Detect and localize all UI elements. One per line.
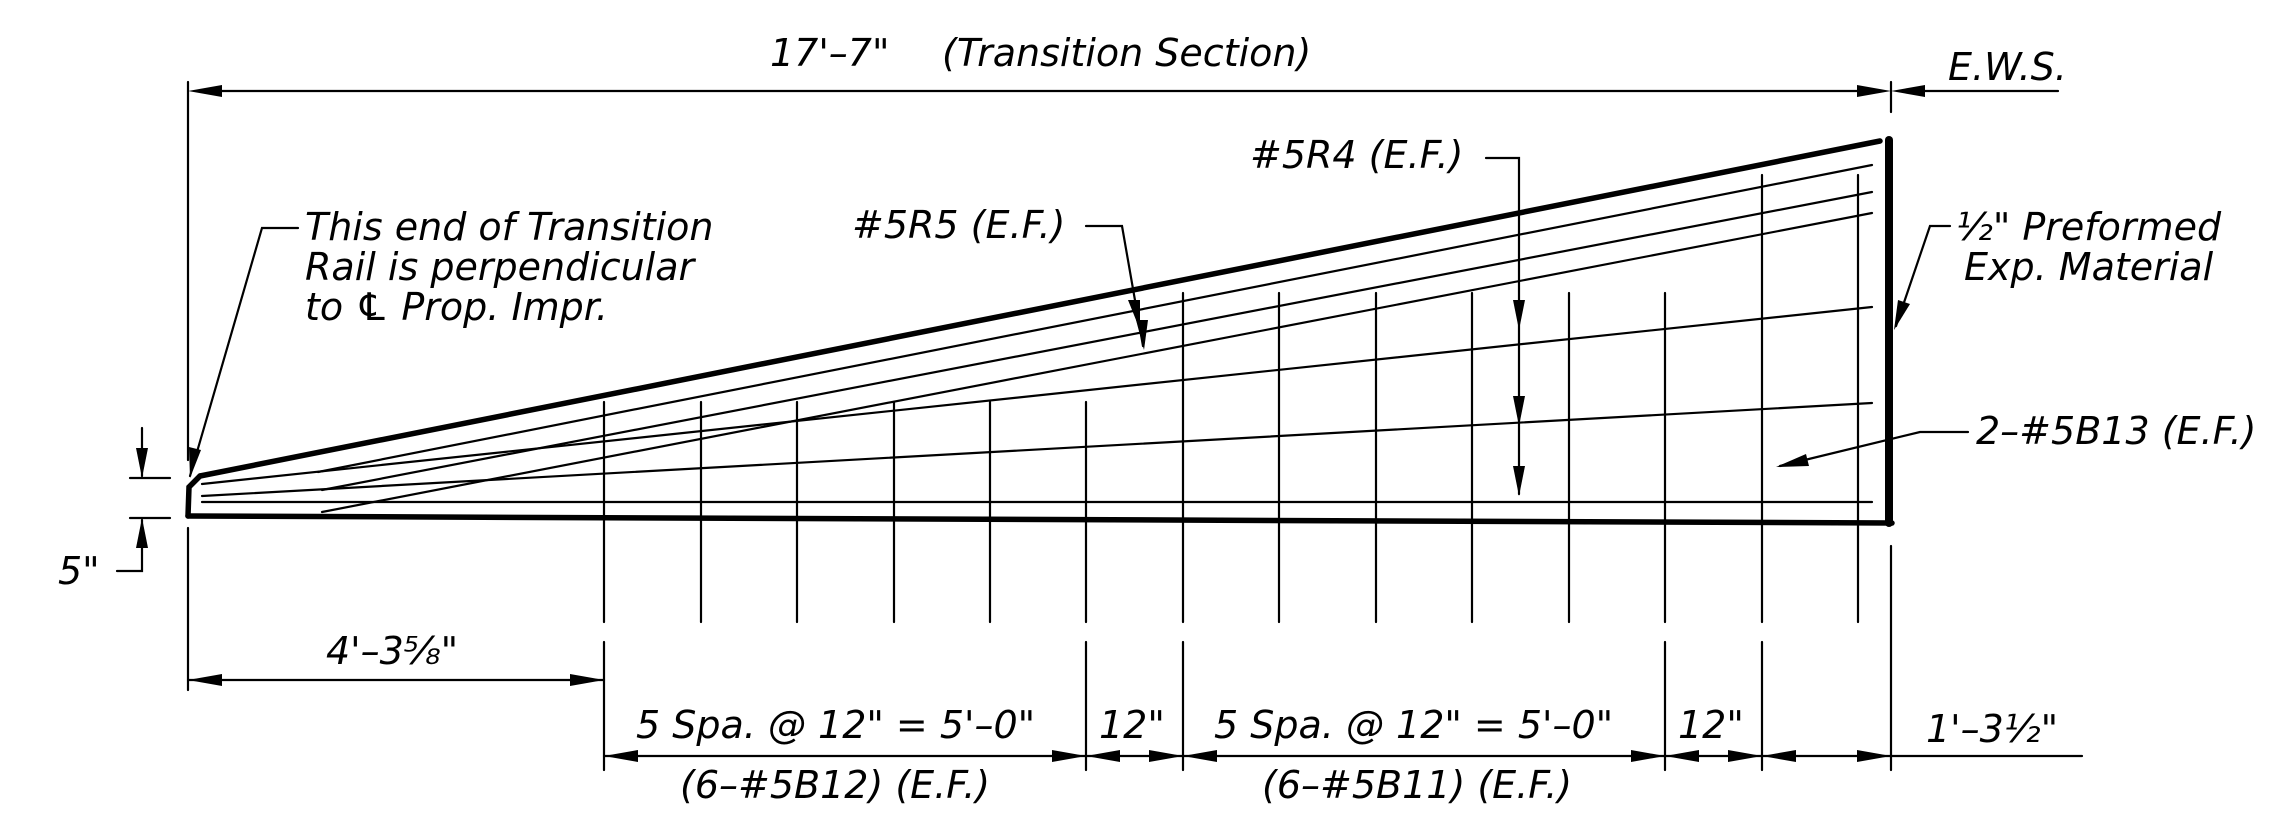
arrowhead-left	[188, 85, 222, 97]
r4-arrowhead-upper	[1513, 300, 1525, 330]
b13-arrowhead	[1776, 454, 1809, 467]
arrowhead	[1149, 750, 1183, 762]
b13-label: 2–#5B13 (E.F.)	[1976, 409, 2256, 453]
joint-note-leader	[1894, 224, 1952, 328]
end-note-leader	[188, 226, 300, 478]
gap-2-label: 12"	[1678, 703, 1744, 747]
arrowhead	[1631, 750, 1665, 762]
joint-note: ½" Preformed Exp. Material	[1894, 205, 2222, 330]
ews-arrowhead	[1891, 85, 1925, 97]
end-note-line-3: to ℄ Prop. Impr.	[305, 285, 608, 329]
left-offset-label: 4'–3⁵⁄₈"	[326, 629, 458, 673]
vertical-bars	[602, 173, 1860, 624]
arrowhead	[604, 750, 638, 762]
section-name-label: (Transition Section)	[942, 31, 1311, 75]
arrowhead	[1086, 750, 1120, 762]
arrowhead	[1857, 750, 1891, 762]
r5-arrowhead-lower	[1136, 320, 1148, 350]
arrowhead	[570, 674, 604, 686]
r5-callout: #5R5 (E.F.)	[852, 203, 1148, 350]
joint-note-line-1: ½" Preformed	[1956, 205, 2222, 249]
bar-r5-lower	[320, 211, 1874, 514]
ews-callout: E.W.S.	[1889, 45, 2067, 114]
end-height-dimension: 5"	[58, 426, 172, 593]
arrowhead	[1052, 750, 1086, 762]
bar-r4-top	[316, 163, 1874, 474]
bar-r4-lower	[200, 305, 1874, 486]
r5-label: #5R5 (E.F.)	[852, 203, 1065, 247]
spacing-2-label: 5 Spa. @ 12" = 5'–0"	[1214, 703, 1613, 747]
rail-left-end	[185, 473, 203, 519]
end-note: This end of Transition Rail is perpendic…	[188, 205, 714, 478]
end-note-arrowhead	[189, 447, 201, 478]
r4-label: #5R4 (E.F.)	[1250, 133, 1463, 177]
ews-label: E.W.S.	[1948, 45, 2067, 89]
rail-top-edge	[197, 138, 1883, 479]
bottom-dimensions: 4'–3⁵⁄₈" 5 Spa. @ 12" = 5'–0" (6–#5B12) …	[186, 526, 2084, 807]
arrowhead-right	[1857, 85, 1891, 97]
gap-1-label: 12"	[1099, 703, 1165, 747]
joint-note-arrowhead	[1894, 300, 1910, 330]
joint-note-line-2: Exp. Material	[1964, 245, 2214, 289]
height-up-arrow	[136, 518, 148, 548]
r4-callout: #5R4 (E.F.)	[1250, 133, 1525, 496]
bars-b12-label: (6–#5B12) (E.F.)	[680, 763, 990, 807]
r4-leader	[1484, 156, 1521, 496]
overall-length-label: 17'–7"	[770, 31, 889, 75]
height-down-arrow	[136, 448, 148, 478]
r4-arrowhead-middle	[1513, 396, 1525, 426]
bars-b11-label: (6–#5B11) (E.F.)	[1262, 763, 1572, 807]
bar-r5-upper	[320, 190, 1874, 492]
rail-outline	[185, 136, 1895, 527]
rail-bottom-edge	[185, 513, 1895, 526]
longitudinal-bars	[200, 163, 1874, 514]
spacing-1-label: 5 Spa. @ 12" = 5'–0"	[636, 703, 1035, 747]
end-height-label: 5"	[58, 549, 100, 593]
arrowhead	[1183, 750, 1217, 762]
arrowhead	[188, 674, 222, 686]
overall-dimension: 17'–7" (Transition Section)	[186, 31, 1891, 462]
b13-callout: 2–#5B13 (E.F.)	[1776, 409, 2256, 468]
r5-leader	[1084, 224, 1145, 348]
end-note-line-2: Rail is perpendicular	[305, 245, 697, 289]
arrowhead	[1762, 750, 1796, 762]
right-offset-label: 1'–3½"	[1926, 707, 2058, 751]
arrowhead	[1665, 750, 1699, 762]
end-note-line-1: This end of Transition	[305, 205, 714, 249]
bar-b13-upper	[200, 401, 1874, 498]
r4-arrowhead-lower	[1513, 466, 1525, 496]
arrowhead	[1728, 750, 1762, 762]
b13-leader	[1778, 430, 1970, 468]
